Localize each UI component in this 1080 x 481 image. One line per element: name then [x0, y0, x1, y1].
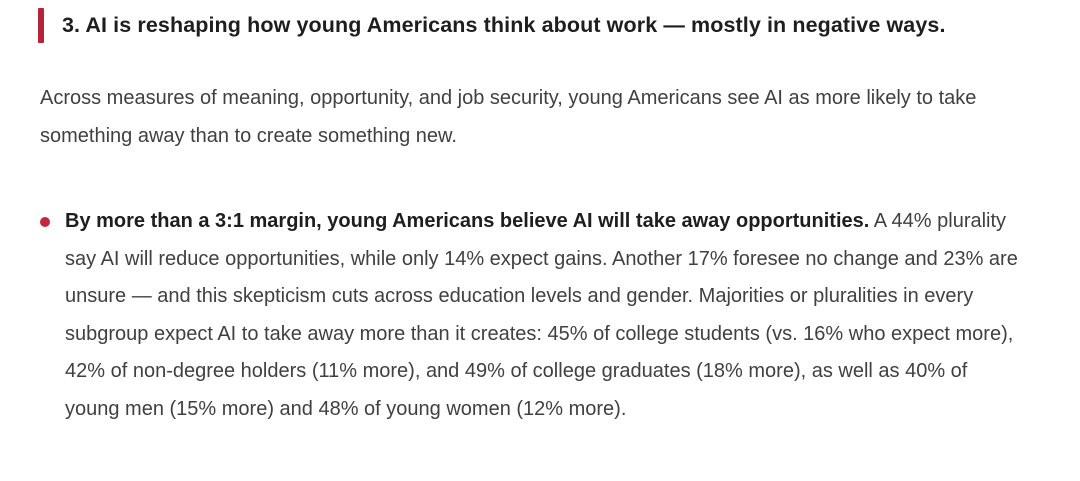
- article-section: 3. AI is reshaping how young Americans t…: [38, 8, 1040, 428]
- bullet-list: By more than a 3:1 margin, young America…: [40, 203, 1040, 428]
- list-item: By more than a 3:1 margin, young America…: [40, 203, 1018, 428]
- intro-paragraph: Across measures of meaning, opportunity,…: [40, 87, 977, 147]
- section-heading-row: 3. AI is reshaping how young Americans t…: [38, 8, 1040, 43]
- bullet-icon: [40, 217, 50, 227]
- bullet-body: A 44% plurality say AI will reduce oppor…: [65, 210, 1018, 420]
- bullet-lead: By more than a 3:1 margin, young America…: [65, 210, 870, 232]
- heading-accent-bar: [38, 8, 44, 43]
- section-heading: 3. AI is reshaping how young Americans t…: [62, 13, 946, 37]
